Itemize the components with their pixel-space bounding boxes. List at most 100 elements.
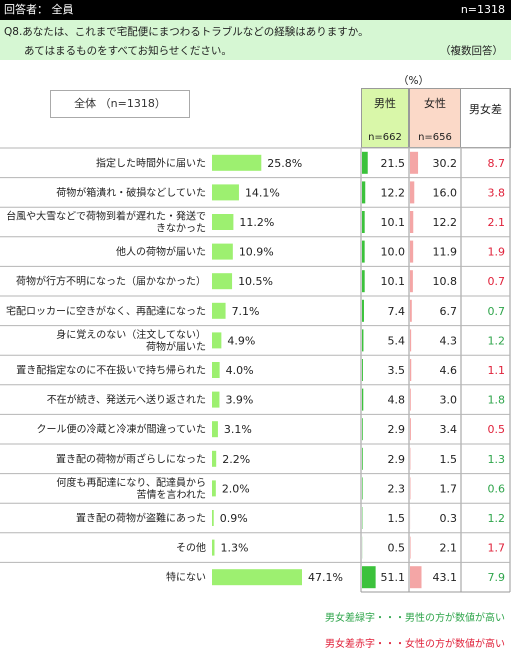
female-value-label: 43.1 <box>433 571 458 584</box>
total-value-label: 4.9% <box>227 334 255 347</box>
female-value-label: 1.7 <box>440 482 458 495</box>
gender-diff-value-label: 1.2 <box>488 334 506 347</box>
category-label: きなかった <box>156 223 206 235</box>
gender-diff-value-label: 1.8 <box>488 394 506 407</box>
female-bar <box>410 536 411 559</box>
male-value-label: 5.4 <box>388 334 406 347</box>
total-bar <box>212 273 233 290</box>
male-bar <box>362 447 363 470</box>
total-bar <box>212 184 239 201</box>
male-value-label: 10.1 <box>381 275 406 288</box>
total-n-label: n=1318 <box>460 3 505 16</box>
category-label: 荷物が届いた <box>146 340 206 353</box>
total-value-label: 7.1% <box>232 305 260 318</box>
female-value-label: 4.6 <box>440 364 458 377</box>
female-bar <box>410 299 412 322</box>
total-bar <box>212 362 220 378</box>
category-label: 他人の荷物が届いた <box>116 245 206 258</box>
total-value-label: 3.9% <box>225 394 253 407</box>
female-value-label: 3.4 <box>440 423 458 436</box>
female-bar <box>410 181 415 204</box>
female-value-label: 11.9 <box>433 246 458 259</box>
gender-diff-label: 男女差 <box>469 103 502 116</box>
category-label: 置き配の荷物が雨ざらしになった <box>56 452 206 465</box>
male-value-label: 2.9 <box>388 423 406 436</box>
male-bar <box>362 329 364 352</box>
total-bar <box>212 450 217 467</box>
female-bar <box>410 359 412 381</box>
female-value-label: 6.7 <box>440 305 458 318</box>
male-value-label: 10.1 <box>381 216 406 229</box>
gender-diff-value-label: 1.2 <box>488 512 506 525</box>
male-bar <box>362 388 364 411</box>
total-value-label: 25.8% <box>267 157 302 170</box>
total-bar <box>212 154 262 171</box>
gender-diff-value-label: 8.7 <box>488 157 506 170</box>
female-column-header: 女性 n=656 <box>409 88 461 148</box>
female-value-label: 12.2 <box>433 216 458 229</box>
gender-diff-column-header: 男女差 <box>461 88 511 148</box>
question-line-2: あてはまるものをすべてお知らせください。 <box>24 45 232 57</box>
male-bar <box>362 299 364 322</box>
female-value-label: 1.5 <box>440 453 458 466</box>
female-bar <box>410 151 419 174</box>
male-bar <box>362 211 365 233</box>
female-value-label: 2.1 <box>440 542 458 555</box>
category-label: 特にない <box>166 572 206 584</box>
female-value-label: 0.3 <box>440 512 458 525</box>
total-value-label: 10.5% <box>238 275 273 288</box>
total-bar <box>212 480 216 497</box>
total-value-label: 0.9% <box>220 512 248 525</box>
female-value-label: 4.3 <box>440 334 458 347</box>
total-value-label: 11.2% <box>239 216 274 229</box>
multiple-answer-note: （複数回答） <box>440 45 503 57</box>
total-bar <box>212 214 234 230</box>
total-value-label: 1.3% <box>220 542 248 555</box>
female-n-label: n=656 <box>418 132 452 143</box>
gender-diff-value-label: 1.7 <box>488 542 506 555</box>
category-label: 不在が続き、発送元へ送り返された <box>47 393 206 406</box>
female-value-label: 16.0 <box>433 186 458 199</box>
category-label: 苦情を言われた <box>137 488 207 501</box>
gender-diff-value-label: 0.5 <box>488 423 506 436</box>
male-bar <box>362 477 363 500</box>
male-bar <box>362 270 365 293</box>
category-label: 身に覚えのない（注文してない） <box>56 328 206 341</box>
category-label: 宅配ロッカーに空きがなく、再配達になった <box>6 304 206 317</box>
total-value-label: 2.0% <box>222 482 250 495</box>
gender-diff-value-label: 0.6 <box>488 482 506 495</box>
male-bar <box>362 566 376 589</box>
total-bar <box>212 421 218 438</box>
male-value-label: 51.1 <box>381 571 406 584</box>
category-label: 荷物が箱潰れ・破損などしていた <box>56 186 206 199</box>
male-bar <box>362 359 363 381</box>
female-label: 女性 <box>424 97 446 110</box>
male-value-label: 2.9 <box>388 453 406 466</box>
male-value-label: 0.5 <box>388 542 406 555</box>
female-bar <box>410 211 414 233</box>
gender-diff-value-label: 1.9 <box>488 246 506 259</box>
total-bar <box>212 332 222 349</box>
question-box: Q8.あなたは、これまで宅配便にまつわるトラブルなどの経験はありますか。 あては… <box>0 20 511 60</box>
question-line-1: Q8.あなたは、これまで宅配便にまつわるトラブルなどの経験はありますか。 <box>4 26 369 38</box>
percent-unit: （%） <box>398 75 429 87</box>
total-value-label: 14.1% <box>245 186 280 199</box>
category-label: 荷物が行方不明になった（届かなかった） <box>16 275 206 288</box>
male-value-label: 3.5 <box>388 364 406 377</box>
gender-diff-value-label: 1.1 <box>488 364 506 377</box>
total-bar <box>212 569 302 586</box>
male-value-label: 1.5 <box>388 512 406 525</box>
total-legend-box: 全体 （n=1318） <box>50 90 190 118</box>
category-label: 何度も再配達になり、配達員から <box>56 476 206 489</box>
female-value-label: 3.0 <box>440 394 458 407</box>
female-bar <box>410 270 413 293</box>
gender-diff-value-label: 7.9 <box>488 571 506 584</box>
legend-red-note: 男女差赤字・・・女性の方が数値が高い <box>325 639 505 650</box>
female-value-label: 30.2 <box>433 157 458 170</box>
male-value-label: 2.3 <box>388 482 406 495</box>
female-value-label: 10.8 <box>433 275 458 288</box>
respondent-label: 回答者： 全員 <box>4 3 74 16</box>
total-value-label: 2.2% <box>222 453 250 466</box>
category-label: 台風や大雪などで荷物到着が遅れた・発送で <box>6 210 206 223</box>
